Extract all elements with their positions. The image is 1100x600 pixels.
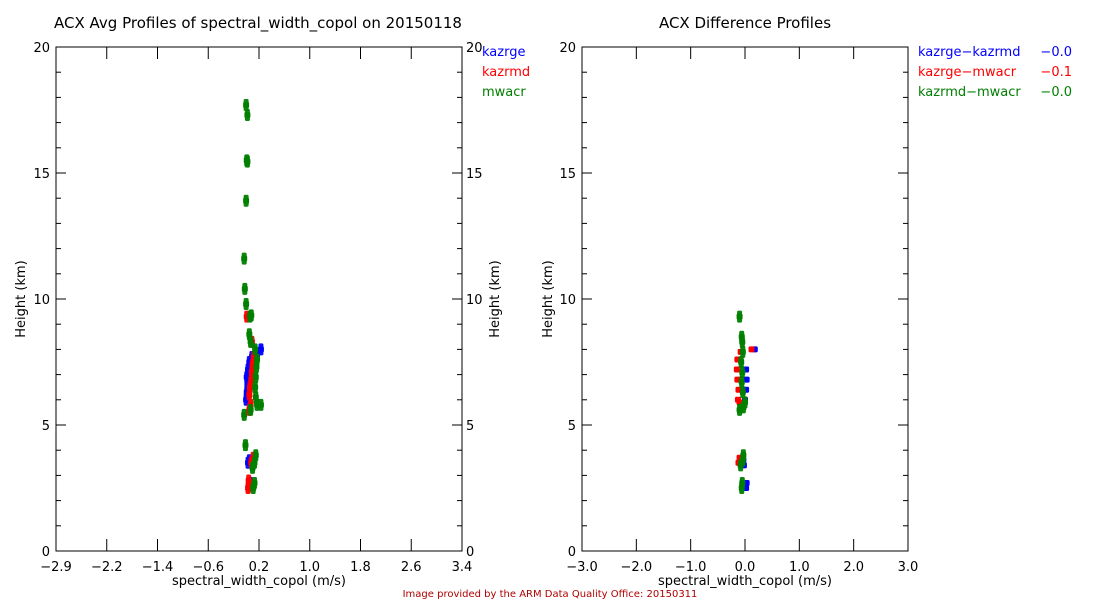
legend-mean-value: −0.0 [1040, 85, 1072, 100]
legend-entry: kazrge−mwacr [918, 65, 1017, 80]
y-tick-label: 15 [33, 167, 50, 182]
x-tick-label: 0.2 [249, 560, 270, 575]
y-tick-label: 0 [42, 545, 50, 560]
data-point-run [242, 282, 248, 295]
x-ticks: −2.9 −2.2 −1.4 −0.6 0.2 1.0 1.8 2.6 3.4 [40, 47, 472, 575]
y-tick-label: 0 [568, 545, 576, 560]
legend-entry: kazrmd−mwacr [918, 85, 1021, 100]
data-point-run [244, 109, 250, 122]
x-tick-label: 1.0 [789, 560, 810, 575]
x-tick-label: 1.0 [299, 560, 320, 575]
right-y-tick-label: 10 [466, 293, 483, 308]
data-points [241, 98, 264, 494]
x-tick-label: −2.0 [621, 560, 653, 575]
right-y-tick-label: 5 [466, 419, 474, 434]
data-point [748, 346, 755, 353]
x-tick-label: 3.4 [452, 560, 473, 575]
data-point-run [258, 398, 264, 411]
x-ticks: −3.0 −2.0 −1.0 0.0 1.0 2.0 3.0 [566, 47, 918, 575]
legend-entry: kazrmd [482, 65, 530, 80]
right-y-tick-label: 0 [466, 545, 474, 560]
data-points [733, 310, 758, 494]
right-y-ticks: 0 5 10 15 20 [466, 41, 483, 560]
data-point-run [739, 366, 745, 379]
y-ticks: 0 5 10 15 20 [559, 41, 908, 560]
data-point-run [241, 252, 247, 265]
data-point-run [246, 328, 252, 341]
data-point-run [253, 449, 259, 462]
data-point [733, 366, 740, 373]
legend-entry: mwacr [482, 85, 526, 100]
data-point-run [742, 396, 748, 409]
x-tick-label: −3.0 [566, 560, 598, 575]
avg-profiles-chart: ACX Avg Profiles of spectral_width_copol… [14, 14, 530, 589]
x-axis-label: spectral_width_copol (m/s) [658, 574, 832, 589]
data-point-run [244, 155, 250, 168]
chart-title: ACX Avg Profiles of spectral_width_copol… [54, 14, 462, 33]
legend-entry: kazrge [482, 45, 525, 60]
data-point-run [258, 343, 264, 356]
data-point-run [740, 345, 746, 358]
data-point-run [242, 439, 248, 452]
data-point-run [738, 356, 744, 368]
x-tick-label: −1.4 [142, 560, 174, 575]
series-kazrmd-mwacr [736, 310, 748, 494]
y-ticks: 0 5 10 15 20 [33, 41, 462, 560]
right-y-tick-label: 20 [466, 41, 483, 56]
y-tick-label: 5 [42, 419, 50, 434]
plot-frame [55, 46, 463, 552]
plot-frame [581, 46, 909, 552]
difference-profiles-chart: ACX Difference Profiles −3.0 −2.0 −1.0 0.0 1… [541, 14, 1072, 589]
data-point-run [737, 310, 743, 323]
legend: kazrge−kazrmd −0.0 kazrge−mwacr −0.1 kazrmd−… [918, 45, 1072, 100]
x-tick-label: 1.8 [350, 560, 371, 575]
y-tick-label: 10 [33, 293, 50, 308]
chart-title: ACX Difference Profiles [659, 14, 831, 32]
legend-mean-value: −0.1 [1040, 65, 1072, 80]
x-tick-label: −0.6 [192, 560, 224, 575]
series-mwacr [241, 98, 264, 494]
x-tick-label: −2.2 [91, 560, 123, 575]
data-point-run [243, 98, 249, 111]
y-tick-label: 20 [559, 41, 576, 56]
right-y-tick-label: 15 [466, 167, 483, 182]
data-point-run [253, 371, 259, 384]
data-point-run [241, 408, 247, 421]
data-point-run [248, 309, 254, 322]
x-tick-label: 0.0 [735, 560, 756, 575]
y-axis-label: Height (km) [14, 260, 29, 337]
legend-entry: kazrge−kazrmd [918, 45, 1020, 60]
right-y-axis-label: Height (km) [488, 260, 503, 337]
data-point-run [739, 330, 745, 343]
data-point-run [243, 194, 249, 207]
legend: kazrge kazrmd mwacr [482, 45, 530, 100]
data-point-run [248, 403, 254, 416]
x-tick-label: 2.6 [401, 560, 422, 575]
y-tick-label: 10 [559, 293, 576, 308]
y-tick-label: 15 [559, 167, 576, 182]
footer-credit: Image provided by the ARM Data Quality O… [403, 589, 698, 600]
data-point-run [243, 298, 249, 311]
x-tick-label: 2.0 [843, 560, 864, 575]
data-point-run [739, 376, 745, 389]
data-point-run [740, 386, 746, 399]
y-axis-label: Height (km) [541, 260, 556, 337]
data-point-run [251, 476, 257, 489]
data-point-run [252, 381, 258, 394]
data-point-run [740, 449, 746, 462]
legend-mean-value: −0.0 [1040, 45, 1072, 60]
x-tick-label: −2.9 [40, 560, 72, 575]
y-tick-label: 20 [33, 41, 50, 56]
data-point [743, 376, 750, 383]
x-axis-label: spectral_width_copol (m/s) [172, 574, 346, 589]
data-point-run [252, 343, 258, 356]
data-point-run [246, 474, 252, 487]
data-point-run [253, 391, 259, 404]
y-tick-label: 5 [568, 419, 576, 434]
data-point-run [739, 476, 745, 489]
x-tick-label: −1.0 [675, 560, 707, 575]
x-tick-label: 3.0 [898, 560, 919, 575]
data-point-run [254, 353, 260, 366]
